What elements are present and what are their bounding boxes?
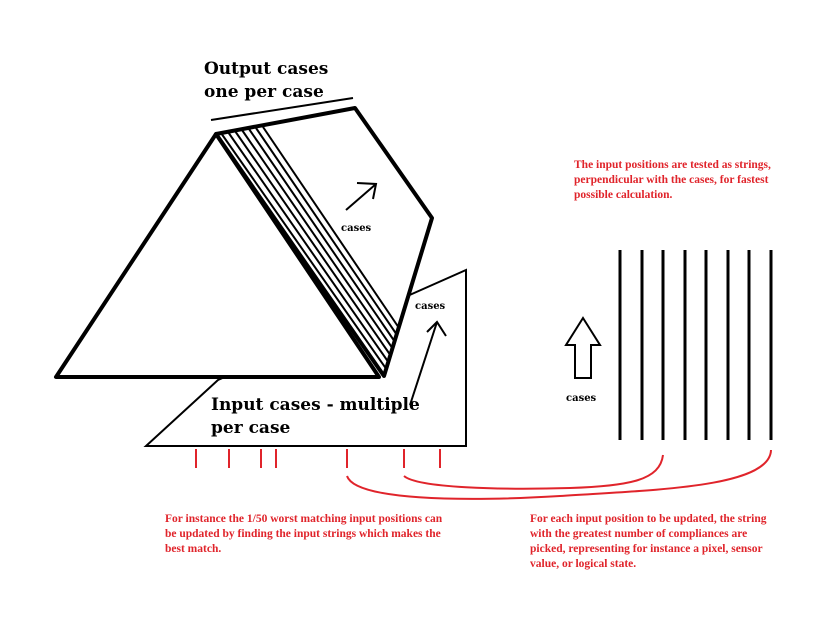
up-arrow-icon — [564, 316, 602, 379]
prism-cases-arrow — [345, 182, 378, 211]
plate-cases-arrow — [409, 320, 447, 406]
input-label-line1: Input cases - multiple — [211, 395, 420, 415]
plate-cases-label: cases — [415, 301, 446, 312]
prism-cases-label: cases — [341, 223, 372, 234]
input-strings — [618, 250, 773, 440]
note-top-right: The input positions are tested as string… — [574, 159, 771, 201]
strings-cases-label: cases — [566, 393, 597, 404]
output-label-line2: one per case — [204, 82, 324, 102]
prism-case-stack — [220, 126, 400, 371]
note-bottom-left: For instance the 1/50 worst matching inp… — [165, 513, 443, 555]
prism-top-face — [214, 106, 434, 378]
input-position-ticks — [195, 449, 441, 468]
connector-curves — [346, 449, 772, 500]
output-label-line1: Output cases — [204, 59, 328, 79]
input-label-line2: per case — [211, 418, 291, 438]
note-bottom-right: For each input position to be updated, t… — [530, 513, 767, 570]
prism-front-triangle — [54, 132, 381, 379]
output-cases-line — [210, 97, 354, 121]
